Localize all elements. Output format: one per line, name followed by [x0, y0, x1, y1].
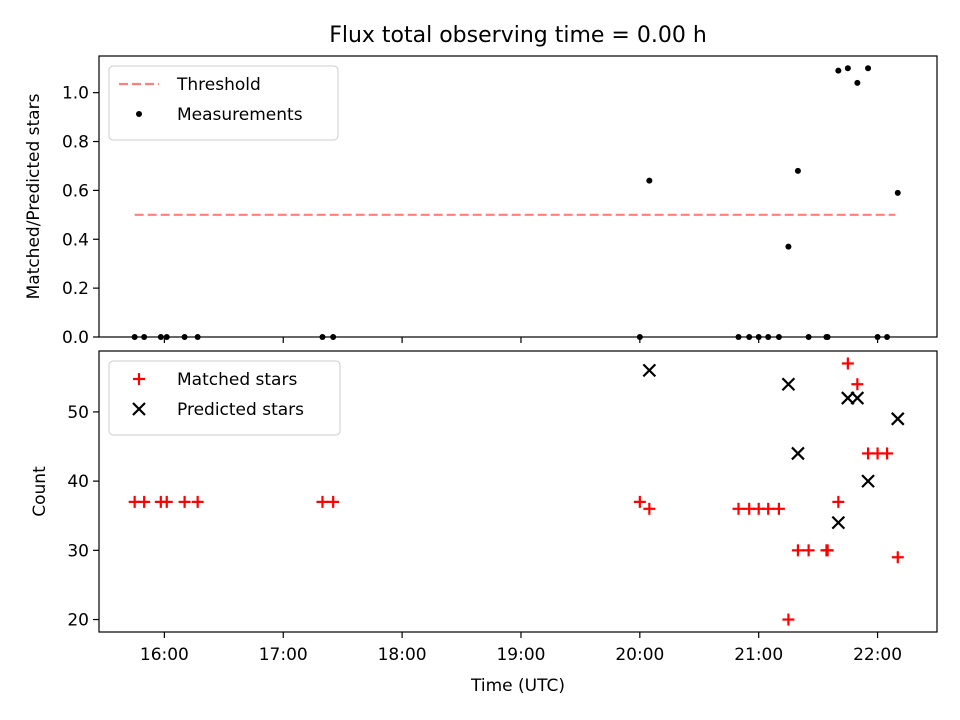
y-tick-label: 40 [67, 472, 89, 492]
data-point [785, 243, 792, 250]
legend-swatch [136, 111, 142, 117]
data-point [894, 189, 901, 196]
data-point [794, 167, 801, 174]
legend-label: Measurements [177, 105, 303, 125]
data-point [850, 391, 865, 405]
legend-swatch [132, 402, 146, 416]
legend-box [108, 360, 341, 436]
legend-box [108, 65, 339, 141]
y-tick-label: 0.6 [62, 181, 89, 201]
x-tick-label: 21:00 [734, 645, 783, 665]
legend-label: Threshold [176, 75, 261, 95]
chart-title: Flux total observing time = 0.00 h [329, 23, 707, 48]
data-point [844, 65, 851, 72]
data-point [633, 495, 646, 508]
axes-frame [98, 350, 938, 633]
y-axis-label: Count [30, 466, 50, 517]
legend-swatch-b [132, 402, 146, 416]
data-point [821, 544, 834, 557]
data-point [861, 474, 875, 488]
top-plot-matched-ratio: 0.0 0.2 0.4 0.6 0.8 1.0 Matched/Predicted star… [24, 55, 938, 348]
x-tick-label: 20:00 [615, 645, 664, 665]
y-tick-label: 1.0 [62, 84, 89, 104]
data-point [160, 495, 173, 508]
y-tick-label: 50 [67, 403, 89, 423]
data-point [781, 377, 796, 391]
data-point [791, 446, 805, 461]
data-point [832, 495, 845, 508]
legend-label: Matched stars [177, 370, 297, 390]
data-point [782, 613, 795, 626]
data-point-b [861, 474, 875, 488]
data-point [191, 495, 204, 508]
data-point-b [791, 446, 805, 461]
data-point [831, 515, 846, 530]
legend-label: Predicted stars [177, 400, 304, 420]
data-point [891, 551, 904, 564]
data-point [851, 378, 864, 391]
series-matched-stars [128, 357, 904, 626]
legend: Matched stars Predicted stars [108, 360, 341, 436]
data-point [890, 412, 905, 426]
data-point [772, 502, 785, 515]
data-point [835, 67, 842, 74]
data-point [316, 495, 329, 508]
data-point-b [781, 377, 796, 391]
data-point [802, 544, 815, 557]
y-tick-label: 30 [67, 541, 89, 561]
y-tick-label: 0.2 [62, 279, 89, 299]
legend: Threshold Measurements [108, 65, 339, 141]
legend-swatch [133, 373, 145, 385]
data-point [643, 502, 656, 515]
bottom-plot-star-counts: 20 30 40 50 16:00 17:00 18:00 19:00 20:00 21:00 22… [30, 350, 938, 696]
y-tick-label: 0.0 [62, 328, 89, 348]
data-point [854, 79, 861, 86]
data-point [327, 495, 340, 508]
data-point [138, 495, 151, 508]
x-tick-label: 22:00 [853, 645, 902, 665]
y-tick-label: 0.4 [62, 230, 89, 250]
data-point [791, 544, 804, 557]
y-tick-label: 0.8 [62, 133, 89, 153]
data-point-b [831, 515, 846, 530]
axes-frame [98, 55, 938, 338]
data-point [642, 363, 657, 378]
x-tick-label: 18:00 [378, 645, 427, 665]
data-point [732, 502, 745, 515]
x-axis-label: Time (UTC) [470, 676, 565, 696]
data-point-b [850, 391, 865, 405]
y-tick-label: 20 [67, 611, 89, 631]
data-point [841, 357, 854, 370]
y-axis-label: Matched/Predicted stars [24, 93, 44, 299]
data-point [865, 65, 872, 72]
series-predicted-stars [642, 363, 905, 530]
data-point [881, 447, 894, 460]
x-tick-label: 17:00 [259, 645, 308, 665]
data-point-b [890, 412, 905, 426]
x-tick-label: 19:00 [496, 645, 545, 665]
data-point [646, 177, 653, 184]
data-point [178, 495, 191, 508]
data-point [762, 502, 775, 515]
x-tick-label: 16:00 [140, 645, 189, 665]
data-point-b [642, 363, 657, 378]
